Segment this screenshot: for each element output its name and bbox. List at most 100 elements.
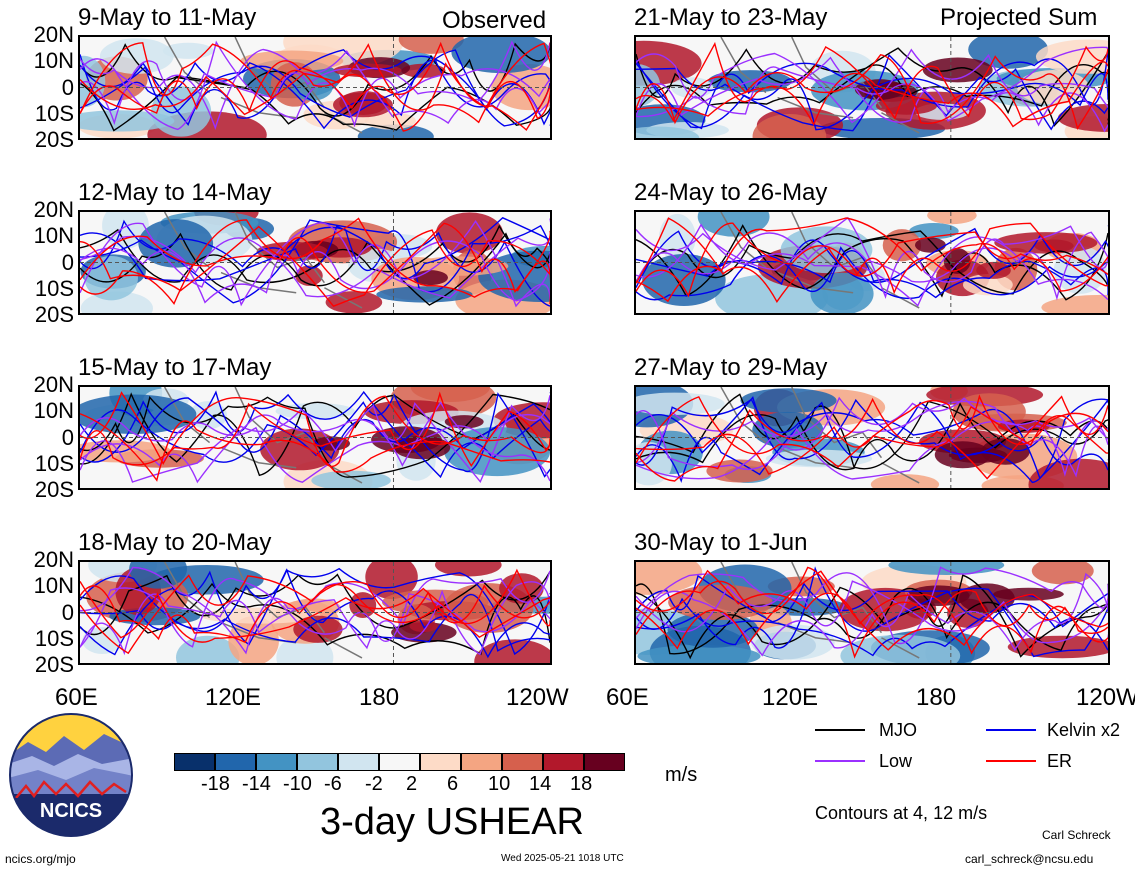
contour-low — [80, 402, 550, 483]
shade-blob — [398, 37, 464, 54]
legend: MJO Kelvin x2 Low ER — [815, 718, 1135, 788]
contour-low — [636, 580, 1108, 644]
lon-label-180-right: 180 — [916, 684, 957, 711]
contour-er — [80, 41, 550, 131]
contour-er — [80, 217, 550, 305]
contour-mjo — [80, 393, 550, 478]
ncics-logo: NCICS — [9, 713, 133, 837]
shade-blob — [642, 253, 726, 306]
contour-kelvin-x2 — [636, 53, 1108, 132]
shade-blob-strong — [875, 96, 938, 115]
shade-blob — [636, 392, 725, 415]
legend-line-mjo — [815, 729, 865, 731]
lat-label-0: 0 — [61, 599, 74, 625]
contour-low — [80, 40, 550, 131]
shade-blob — [99, 38, 174, 75]
contour-er — [636, 41, 1108, 128]
contour-mjo — [636, 230, 1108, 296]
colorbar-swatch — [297, 753, 338, 771]
lon-label-60e-left: 60E — [55, 684, 98, 711]
panel-title-2: 12-May to 14-May — [78, 179, 272, 206]
shade-blob — [927, 212, 977, 225]
map-panel-1 — [78, 35, 552, 140]
lat-label-10s: 10S — [34, 450, 74, 476]
contour-er — [80, 581, 550, 643]
contour-low — [80, 577, 550, 648]
shade-blob-strong — [349, 592, 377, 618]
colorbar-tick-label: -18 — [201, 773, 230, 795]
shade-blob — [750, 624, 835, 660]
map-field — [636, 562, 1108, 663]
contour-er — [636, 570, 1108, 651]
map-field — [636, 212, 1108, 313]
map-panel-4 — [78, 560, 552, 665]
shade-blob-strong — [401, 63, 446, 78]
colorbar-swatch — [502, 753, 543, 771]
panel-title-8: 30-May to 1-Jun — [634, 529, 808, 556]
shade-blob — [1057, 104, 1108, 132]
shade-blob — [740, 388, 837, 413]
contour-mjo — [636, 47, 1108, 127]
colorbar-tick-label: 18 — [570, 773, 593, 795]
contour-er — [80, 222, 550, 294]
colorbar-tick-label: -2 — [365, 773, 383, 795]
panel-title-1: 9-May to 11-May — [78, 4, 257, 31]
lat-label-10n: 10N — [33, 573, 74, 599]
contour-note: Contours at 4, 12 m/s — [815, 803, 988, 823]
map-field — [636, 37, 1108, 138]
colorbar-unit: m/s — [665, 764, 698, 786]
shade-blob-strong — [293, 615, 343, 643]
panel-title-4: 18-May to 20-May — [78, 529, 272, 556]
lon-label-120e-left: 120E — [205, 684, 262, 711]
contour-low — [80, 401, 550, 484]
lat-label-0: 0 — [61, 74, 74, 100]
author-label: Carl Schreck — [1042, 828, 1111, 842]
colorbar-tick-label: 2 — [406, 773, 418, 795]
shade-blob — [1007, 635, 1108, 659]
contour-low — [636, 396, 1108, 480]
legend-label-mjo: MJO — [879, 720, 917, 740]
lat-label-20s: 20S — [34, 477, 74, 502]
contour-er — [636, 217, 1108, 303]
lat-label-20n: 20N — [33, 197, 74, 222]
colorbar-tick-label: 10 — [488, 773, 511, 795]
colorbar-tick-label: 14 — [529, 773, 552, 795]
contour-kelvin-x2 — [636, 50, 1108, 130]
colorbar-swatch — [584, 753, 625, 771]
contour-low — [80, 240, 550, 304]
coastline — [720, 387, 920, 484]
lat-label-10s: 10S — [34, 625, 74, 651]
shade-blob-strong — [413, 270, 448, 286]
contour-er — [636, 222, 1108, 298]
contour-kelvin-x2 — [80, 54, 550, 130]
timestamp-label: Wed 2025-05-21 1018 UTC — [501, 853, 624, 864]
legend-line-low — [815, 760, 865, 762]
contour-kelvin-x2 — [80, 219, 550, 304]
lat-label-20n: 20N — [33, 22, 74, 47]
colorbar-tick-label: -14 — [242, 773, 271, 795]
colorbar-swatch — [256, 753, 297, 771]
contour-er — [80, 225, 550, 308]
contour-er — [80, 42, 550, 124]
contour-er — [80, 43, 550, 132]
colorbar-tick-label: 6 — [447, 773, 459, 795]
colorbar-tick-label: -10 — [283, 773, 312, 795]
shade-blob — [410, 387, 490, 402]
observed-label: Observed — [442, 7, 547, 34]
shade-blob — [376, 286, 473, 303]
colorbar-swatch — [543, 753, 584, 771]
contour-low — [636, 46, 1108, 122]
shade-blob — [810, 272, 874, 313]
contour-kelvin-x2 — [80, 216, 550, 282]
lon-label-60e-right: 60E — [606, 684, 649, 711]
contour-mjo — [636, 574, 1108, 660]
map-field — [80, 387, 550, 488]
contour-er — [636, 45, 1108, 121]
shade-blob — [176, 635, 240, 663]
lat-label-0: 0 — [61, 249, 74, 275]
contour-low — [636, 48, 1108, 124]
lat-label-20n: 20N — [33, 372, 74, 397]
colorbar-swatch — [338, 753, 379, 771]
shade-blob — [667, 611, 759, 648]
legend-label-low: Low — [879, 751, 913, 771]
